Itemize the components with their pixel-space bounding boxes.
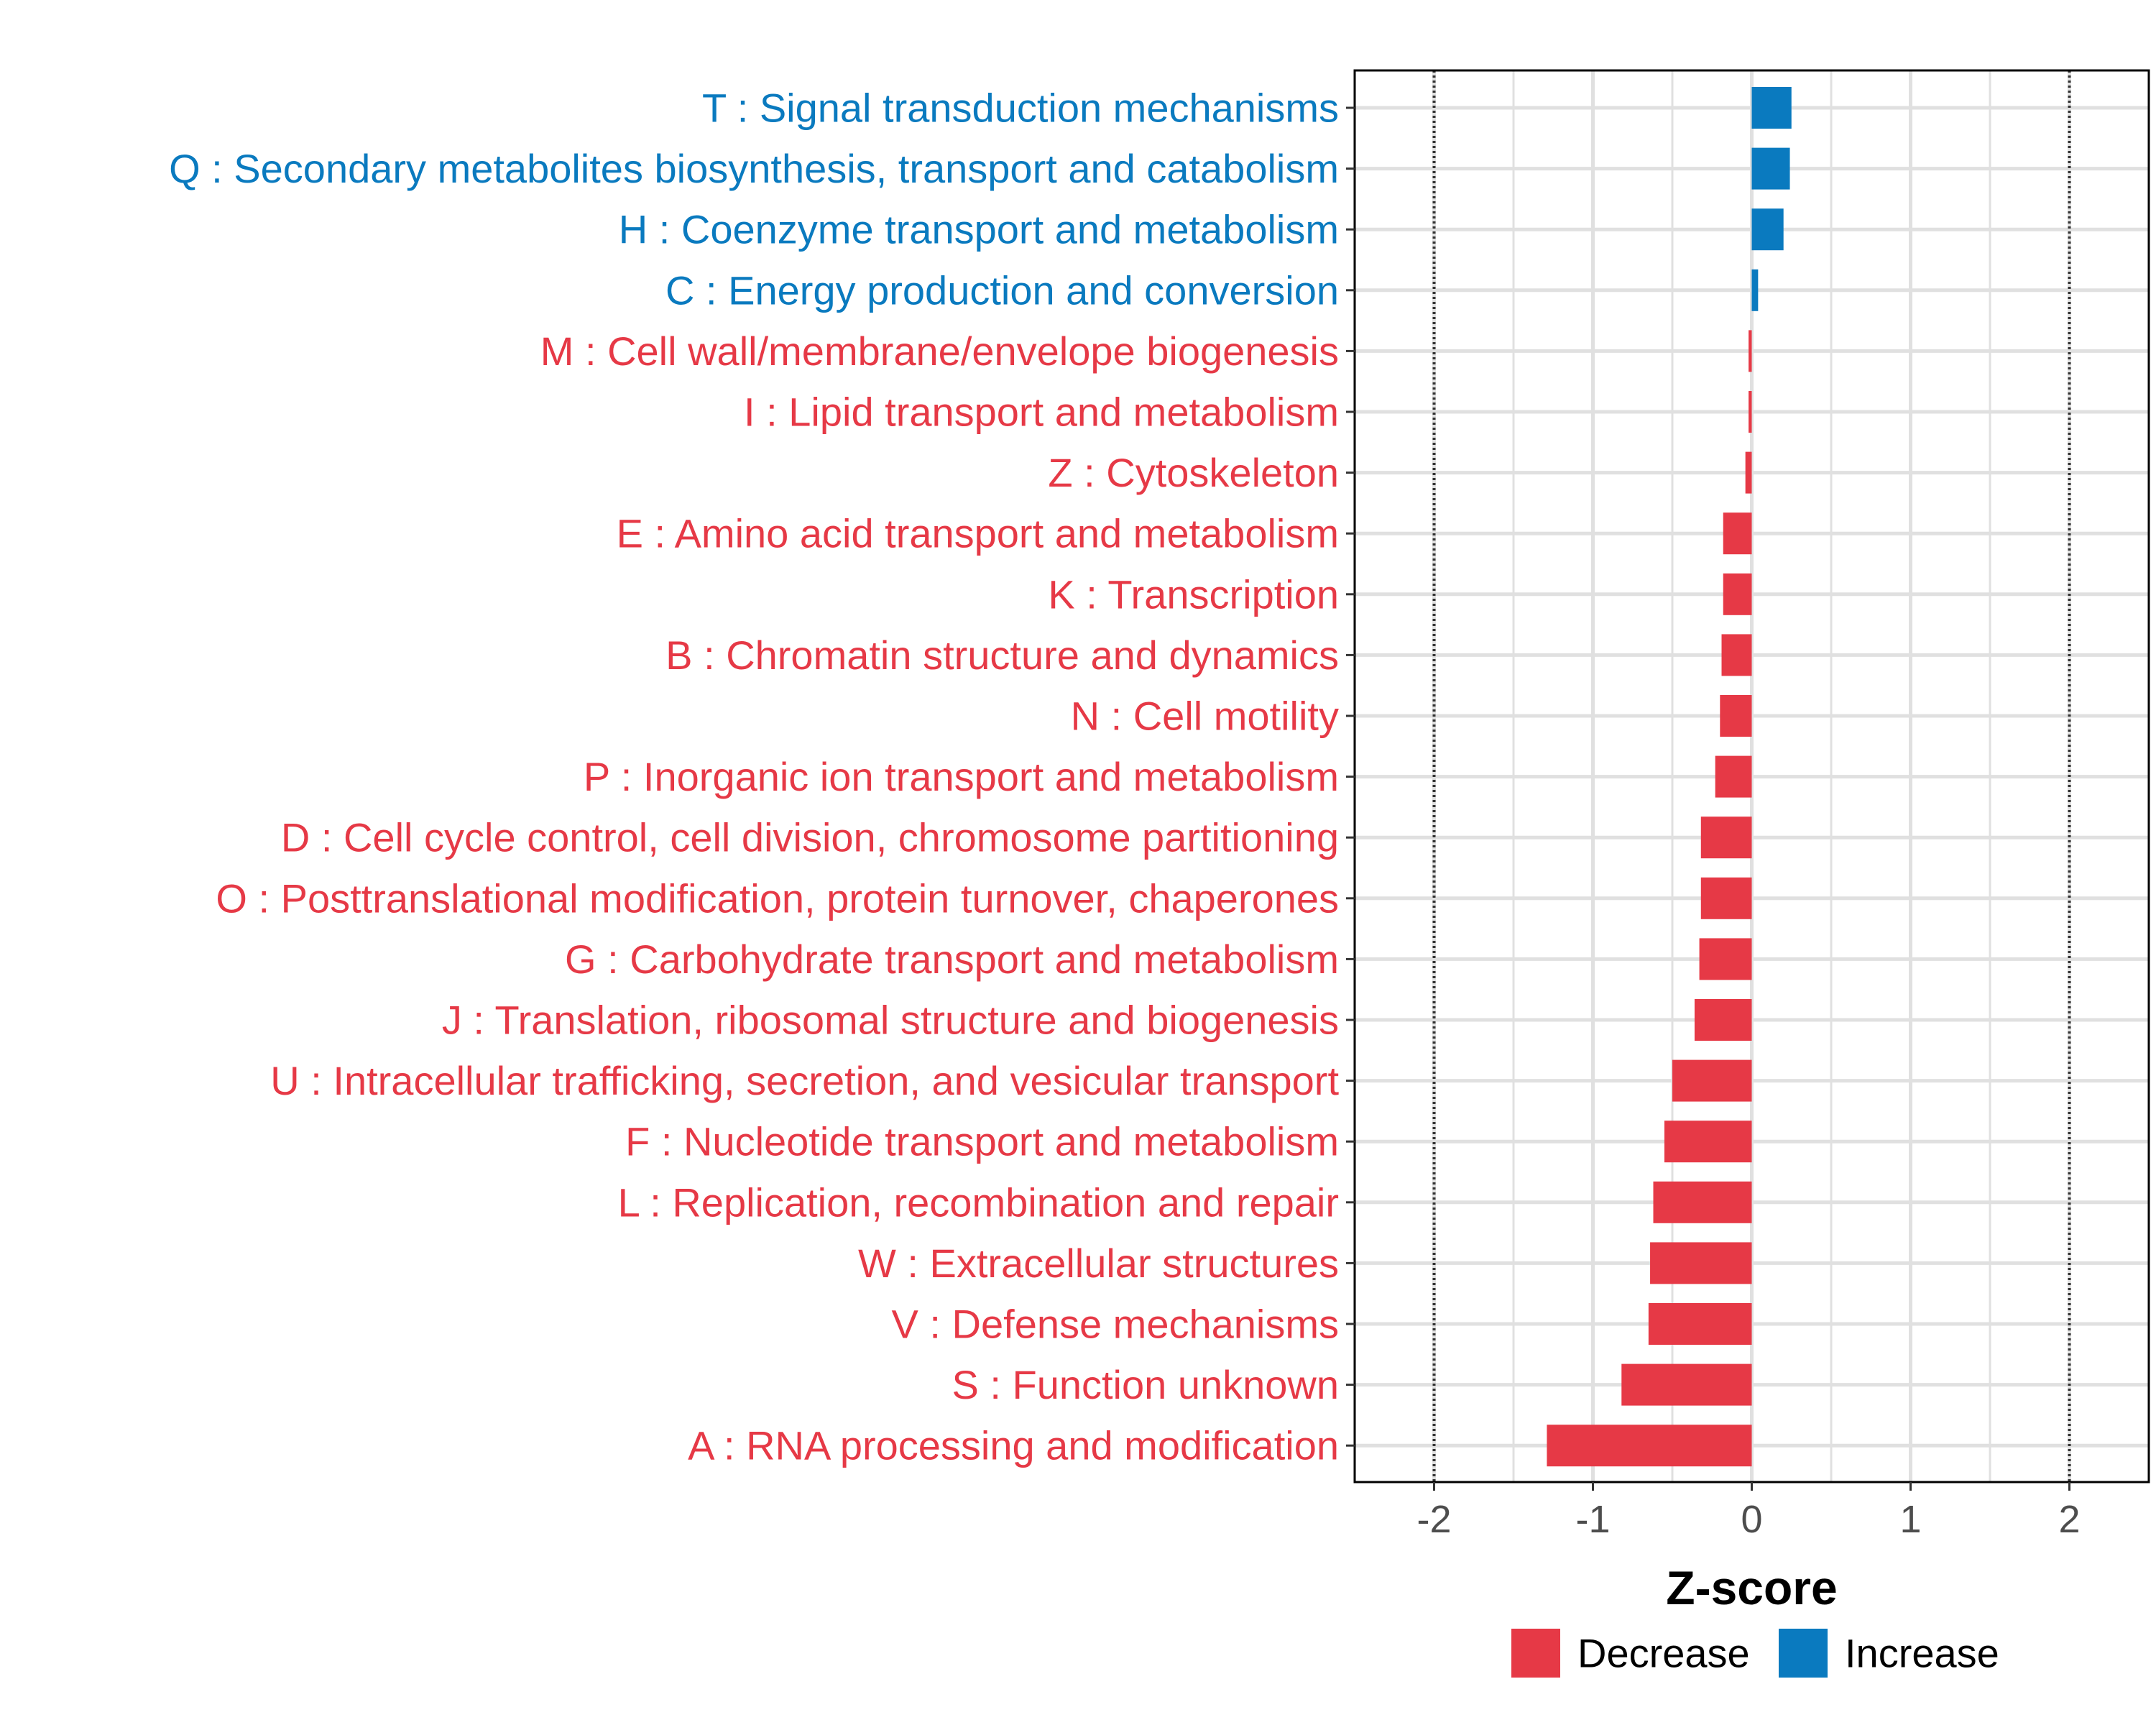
bar (1715, 755, 1752, 798)
x-tick-label: 2 (2058, 1498, 2080, 1541)
legend-label-increase: Increase (1845, 1631, 1999, 1676)
bar (1700, 816, 1752, 859)
bar (1745, 451, 1752, 494)
bar (1721, 634, 1752, 676)
category-label: C : Energy production and conversion (665, 267, 1339, 313)
category-label: U : Intracellular trafficking, secretion… (270, 1058, 1339, 1103)
category-label: M : Cell wall/membrane/envelope biogenes… (540, 328, 1339, 374)
legend: Decrease Increase (1511, 1629, 1999, 1678)
category-label: A : RNA processing and modification (688, 1423, 1339, 1468)
bar (1699, 938, 1752, 980)
bar (1700, 877, 1752, 919)
reference-lines (1432, 70, 2071, 1482)
bar (1650, 1242, 1752, 1284)
bars (1547, 87, 1792, 1467)
category-label: O : Posttranslational modification, prot… (216, 875, 1339, 921)
bar (1648, 1303, 1752, 1345)
x-tick-label: -1 (1575, 1498, 1610, 1541)
x-tick-label: -2 (1416, 1498, 1451, 1541)
category-label: D : Cell cycle control, cell division, c… (281, 815, 1339, 860)
category-label: Q : Secondary metabolites biosynthesis, … (169, 146, 1339, 191)
category-label: W : Extracellular structures (858, 1241, 1339, 1286)
category-label: Z : Cytoskeleton (1048, 450, 1339, 495)
category-label: P : Inorganic ion transport and metaboli… (584, 754, 1339, 799)
category-label: J : Translation, ribosomal structure and… (442, 998, 1339, 1043)
category-label: S : Function unknown (952, 1362, 1339, 1407)
bar (1751, 269, 1759, 311)
bar (1751, 147, 1790, 190)
bar (1653, 1181, 1752, 1223)
x-axis-ticks: -2 -1 0 1 2 (1416, 1482, 2081, 1541)
bar (1672, 1059, 1752, 1102)
bar (1664, 1121, 1752, 1163)
legend-swatch-decrease (1511, 1629, 1560, 1678)
bar (1751, 208, 1784, 251)
x-tick-label: 0 (1741, 1498, 1762, 1541)
bar (1547, 1425, 1752, 1467)
category-label: F : Nucleotide transport and metabolism (625, 1119, 1339, 1164)
category-label: L : Replication, recombination and repai… (618, 1179, 1339, 1225)
bar (1749, 391, 1752, 433)
y-axis-ticks (1346, 106, 1355, 1447)
category-labels: T : Signal transduction mechanisms Q : Se… (169, 86, 1339, 1468)
bar (1723, 573, 1752, 615)
bar (1720, 695, 1752, 737)
category-label: V : Defense mechanisms (892, 1302, 1339, 1347)
legend-swatch-increase (1779, 1629, 1828, 1678)
bar (1751, 87, 1792, 129)
legend-label-decrease: Decrease (1577, 1631, 1750, 1676)
x-axis-title: Z-score (1666, 1561, 1837, 1614)
bar (1694, 999, 1752, 1041)
category-label: N : Cell motility (1071, 694, 1339, 739)
bar (1723, 512, 1752, 555)
bar (1749, 330, 1752, 372)
category-label: K : Transcription (1048, 571, 1339, 617)
category-label: H : Coenzyme transport and metabolism (619, 207, 1339, 252)
category-label: I : Lipid transport and metabolism (744, 390, 1339, 435)
category-label: T : Signal transduction mechanisms (702, 86, 1339, 131)
x-tick-label: 1 (1899, 1498, 1921, 1541)
category-label: E : Amino acid transport and metabolism (617, 511, 1339, 556)
bar (1621, 1363, 1752, 1406)
category-label: B : Chromatin structure and dynamics (665, 632, 1339, 678)
category-label: G : Carbohydrate transport and metabolis… (565, 937, 1339, 982)
